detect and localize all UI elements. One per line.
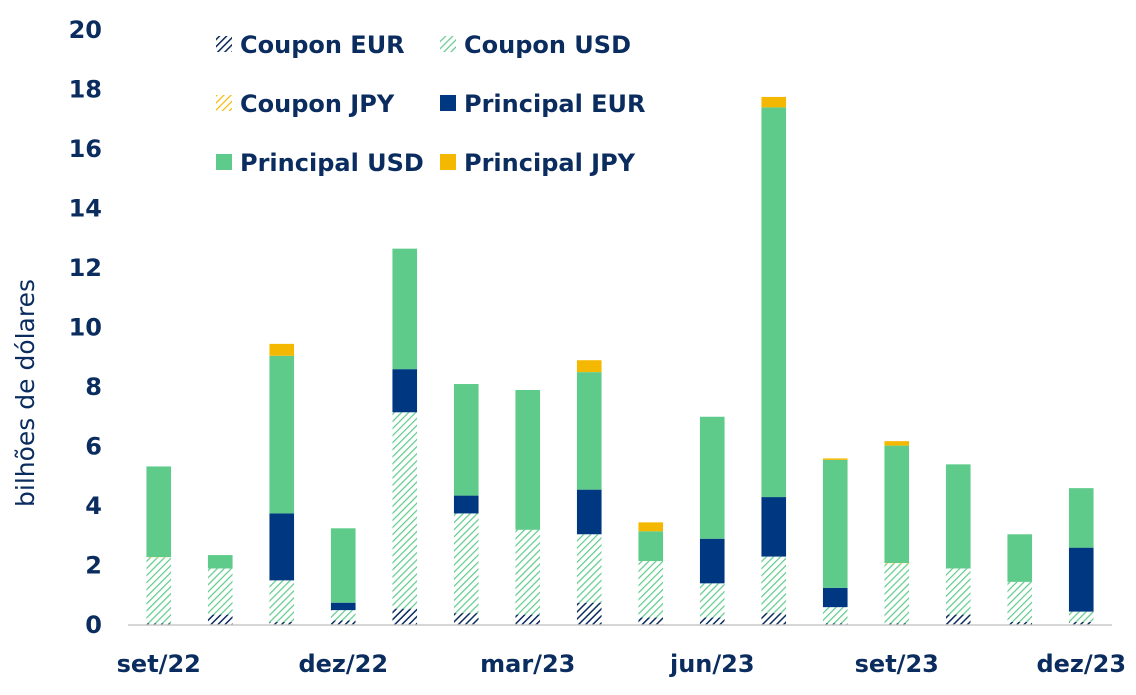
bar-principal-eur-dez-22 — [330, 602, 356, 611]
bars — [146, 96, 1094, 625]
y-tick-label: 18 — [69, 76, 102, 104]
bar-coupon-eur-abr-23 — [576, 602, 602, 625]
bar-principal-usd-dez-23 — [1068, 488, 1094, 548]
bar-coupon-usd-ago-23 — [822, 607, 848, 624]
bar-principal-usd-set-22 — [146, 466, 172, 558]
bar-principal-eur-jul-23 — [761, 497, 787, 557]
x-tick-label: jun/23 — [669, 650, 755, 678]
bar-coupon-jpy-set-22 — [146, 557, 172, 559]
bar-coupon-eur-mai-23 — [638, 617, 664, 625]
legend-swatch-coupon-jpy — [216, 95, 232, 111]
x-tick-label: dez/22 — [298, 650, 388, 678]
bar-principal-eur-nov-22 — [269, 513, 295, 581]
y-tick-label: 2 — [85, 552, 102, 580]
legend-label-principal-jpy: Principal JPY — [464, 149, 636, 177]
bar-coupon-eur-jun-23 — [699, 617, 725, 625]
legend-swatch-principal-jpy — [440, 154, 456, 170]
x-tick-label: set/22 — [117, 650, 201, 678]
bar-coupon-eur-nov-23 — [1007, 622, 1033, 625]
bar-principal-usd-mar-23 — [515, 389, 541, 530]
bar-coupon-usd-dez-23 — [1068, 611, 1094, 623]
y-tick-label: 10 — [69, 314, 102, 342]
bar-principal-jpy-set-23 — [884, 441, 910, 446]
bar-principal-jpy-mai-23 — [638, 522, 664, 532]
bar-coupon-eur-dez-22 — [330, 620, 356, 625]
bar-principal-usd-ago-23 — [822, 459, 848, 588]
y-tick-label: 0 — [85, 611, 102, 639]
bar-coupon-usd-out-23 — [945, 568, 971, 615]
bar-coupon-usd-mai-23 — [638, 561, 664, 618]
legend: Coupon EUR Coupon USD Coupon JPY Principal … — [216, 31, 646, 177]
bar-coupon-eur-out-22 — [207, 614, 233, 625]
bar-coupon-eur-jul-23 — [761, 613, 787, 625]
y-tick-label: 16 — [69, 135, 102, 163]
bar-principal-usd-set-23 — [884, 445, 910, 564]
y-tick-label: 14 — [69, 195, 102, 223]
bar-principal-usd-jun-23 — [699, 416, 725, 539]
bar-principal-jpy-abr-23 — [576, 360, 602, 373]
legend-swatch-principal-eur — [440, 95, 456, 111]
x-tick-label: mar/23 — [480, 650, 575, 678]
legend-label-coupon-jpy: Coupon JPY — [240, 90, 395, 118]
bar-principal-eur-fev-23 — [453, 495, 479, 514]
y-tick-label: 12 — [69, 254, 102, 282]
legend-swatch-coupon-eur — [216, 36, 232, 52]
bar-principal-usd-nov-22 — [269, 355, 295, 514]
bar-coupon-usd-jan-23 — [392, 412, 418, 609]
x-tick-label: dez/23 — [1036, 650, 1126, 678]
bar-coupon-eur-jan-23 — [392, 608, 418, 625]
bar-principal-usd-nov-23 — [1007, 534, 1033, 582]
x-axis-ticks: set/22 dez/22 mar/23 jun/23 set/23 dez/23 — [117, 650, 1126, 678]
bar-principal-usd-jan-23 — [392, 248, 418, 370]
bar-coupon-usd-out-22 — [207, 568, 233, 615]
legend-label-coupon-usd: Coupon USD — [464, 31, 631, 59]
bar-coupon-eur-dez-23 — [1068, 622, 1094, 625]
bar-principal-usd-out-23 — [945, 464, 971, 569]
y-tick-label: 6 — [85, 433, 102, 461]
y-axis-ticks: 0 2 4 6 8 10 12 14 16 18 20 — [69, 16, 102, 639]
bar-coupon-eur-nov-22 — [269, 622, 295, 625]
bar-principal-usd-dez-22 — [330, 528, 356, 603]
bar-coupon-usd-dez-22 — [330, 610, 356, 621]
bar-coupon-usd-fev-23 — [453, 513, 479, 614]
bar-coupon-usd-jul-23 — [761, 556, 787, 614]
y-tick-label: 20 — [69, 16, 102, 44]
bar-coupon-jpy-set-23 — [884, 563, 910, 565]
legend-swatch-coupon-usd — [440, 36, 456, 52]
legend-label-principal-usd: Principal USD — [240, 149, 424, 177]
bar-principal-usd-abr-23 — [576, 372, 602, 490]
bar-coupon-eur-fev-23 — [453, 613, 479, 625]
bar-coupon-usd-jun-23 — [699, 583, 725, 618]
legend-label-coupon-eur: Coupon EUR — [240, 31, 405, 59]
bar-coupon-usd-nov-22 — [269, 580, 295, 623]
bar-coupon-usd-abr-23 — [576, 534, 602, 603]
bar-principal-usd-jul-23 — [761, 107, 787, 498]
y-tick-label: 4 — [85, 492, 102, 520]
bar-coupon-usd-set-23 — [884, 564, 910, 624]
bar-coupon-usd-set-22 — [146, 558, 172, 624]
bar-coupon-eur-mar-23 — [515, 614, 541, 625]
bar-principal-jpy-ago-23 — [822, 458, 848, 460]
bar-principal-jpy-jul-23 — [761, 96, 787, 108]
legend-label-principal-eur: Principal EUR — [464, 90, 646, 118]
bar-principal-jpy-nov-22 — [269, 343, 295, 356]
y-tick-label: 8 — [85, 373, 102, 401]
bar-principal-eur-jun-23 — [699, 538, 725, 584]
bar-coupon-usd-mar-23 — [515, 529, 541, 615]
bar-coupon-eur-out-23 — [945, 614, 971, 625]
bar-principal-usd-out-22 — [207, 555, 233, 569]
bar-coupon-usd-nov-23 — [1007, 581, 1033, 623]
bar-principal-eur-jan-23 — [392, 369, 418, 413]
y-axis-label: bilhões de dólares — [11, 279, 40, 507]
bar-principal-eur-abr-23 — [576, 489, 602, 535]
bar-principal-usd-mai-23 — [638, 531, 664, 562]
x-tick-label: set/23 — [855, 650, 939, 678]
bar-principal-eur-ago-23 — [822, 587, 848, 608]
bar-principal-usd-fev-23 — [453, 384, 479, 496]
bar-principal-eur-dez-23 — [1068, 547, 1094, 612]
legend-swatch-principal-usd — [216, 154, 232, 170]
